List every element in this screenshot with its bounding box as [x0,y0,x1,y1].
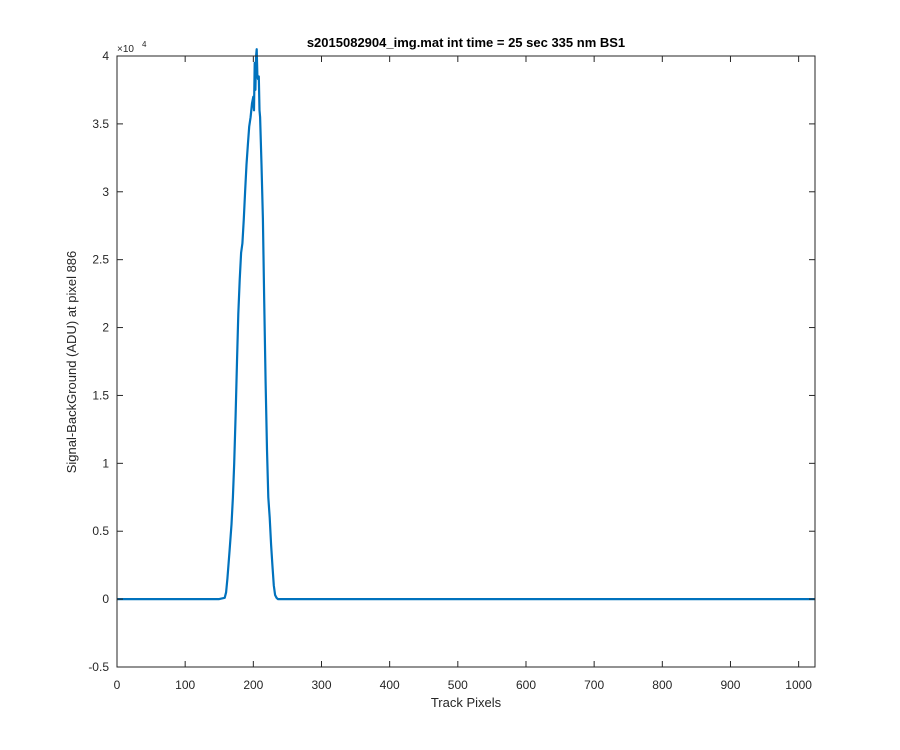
signal-line [117,48,815,601]
y-tick-label: 0.5 [92,524,109,538]
x-tick-label: 200 [243,678,263,692]
x-tick-label: 900 [720,678,740,692]
y-tick-label: 4 [102,49,109,63]
x-tick-label: 700 [584,678,604,692]
x-axis: 0 100 200 300 400 500 600 700 800 900 1000 [114,56,812,692]
plot-background [117,56,815,667]
x-tick-label: 100 [175,678,195,692]
y-axis-exponent: 4 [142,40,147,49]
y-axis: -0.5 0 0.5 1 1.5 2 2.5 3 3.5 4 [88,49,815,674]
y-tick-label: 2 [102,321,109,335]
x-tick-label: 400 [380,678,400,692]
x-tick-label: 1000 [785,678,812,692]
y-tick-label: -0.5 [88,660,109,674]
y-tick-label: 1.5 [92,388,109,402]
plot-frame [116,55,816,668]
x-tick-label: 0 [114,678,121,692]
y-tick-label: 3.5 [92,117,109,131]
x-tick-label: 800 [652,678,672,692]
y-axis-label: Signal-BackGround (ADU) at pixel 886 [64,251,79,474]
x-tick-label: 500 [448,678,468,692]
chart-title: s2015082904_img.mat int time = 25 sec 33… [307,35,625,50]
y-tick-label: 0 [102,592,109,606]
y-axis-multiplier: ×10 [117,44,134,55]
y-tick-label: 3 [102,185,109,199]
y-tick-label: 2.5 [92,253,109,267]
x-tick-label: 600 [516,678,536,692]
plot-area [116,48,816,668]
y-tick-label: 1 [102,456,109,470]
x-axis-label: Track Pixels [431,695,502,710]
x-tick-label: 300 [311,678,331,692]
